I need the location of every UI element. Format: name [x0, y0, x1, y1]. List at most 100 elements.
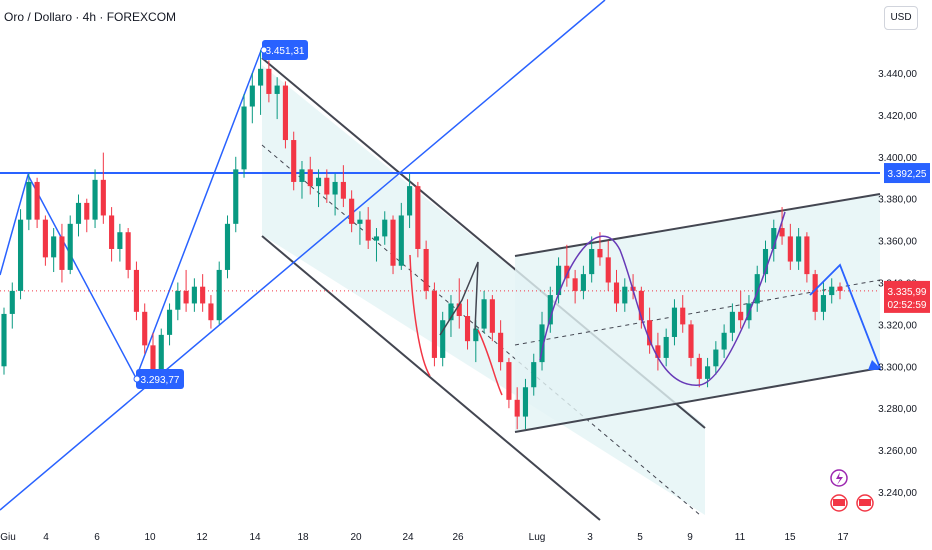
zigzag-line — [0, 47, 263, 380]
candle-body — [266, 68, 272, 94]
candle-body — [133, 269, 140, 312]
candle-body — [324, 177, 330, 195]
candle-body — [299, 169, 305, 182]
candle-body — [489, 299, 495, 333]
candle-body — [117, 232, 123, 249]
candle-body — [398, 215, 404, 266]
candle-body — [812, 274, 818, 312]
us-flag-stripes — [859, 499, 871, 506]
candle-body — [605, 257, 611, 283]
candle-body — [704, 366, 711, 379]
candle-body — [125, 232, 131, 270]
candle-body — [655, 345, 661, 358]
candle-body — [67, 223, 73, 270]
candle-body — [1, 313, 7, 367]
candle-body — [216, 269, 222, 321]
ascending-lower-line — [514, 367, 881, 433]
trendline-rising — [0, 0, 606, 511]
candle-body — [307, 169, 313, 187]
candle-body — [464, 316, 471, 342]
currency-button[interactable]: USD — [884, 6, 918, 30]
candle-body — [506, 362, 512, 400]
candle-body — [142, 311, 148, 346]
low-price-tag-text: 3.293,77 — [141, 375, 180, 386]
candle-body — [771, 228, 777, 249]
price-tick-label: 3.300,00 — [878, 362, 917, 373]
candle-body — [440, 320, 446, 358]
candle-body — [390, 219, 396, 266]
candle-body — [26, 181, 32, 220]
candle-body — [779, 228, 785, 237]
candle-body — [787, 236, 793, 262]
time-tick-label: 4 — [43, 532, 49, 543]
candle-body — [158, 334, 164, 371]
drop-arc-2 — [477, 329, 503, 396]
symbol-title[interactable]: Oro / Dollaro · 4h · FOREXCOM — [4, 10, 177, 24]
candle-body — [522, 387, 529, 417]
time-tick-label: 18 — [297, 532, 309, 543]
time-axis[interactable]: Giu 4 6 10 12 14 18 20 24 26 Lug 3 5 9 11 15 17 — [0, 532, 849, 543]
lightning-glyph — [836, 472, 843, 485]
candle-body — [17, 219, 24, 291]
time-tick-label: 5 — [637, 532, 643, 543]
candles — [1, 49, 843, 430]
candle-body — [150, 345, 156, 371]
candle-body — [415, 186, 421, 249]
price-tick-label: 3.360,00 — [878, 237, 917, 248]
candle-body — [349, 198, 355, 224]
time-tick-label: 3 — [587, 532, 593, 543]
ascending-mid-line — [514, 279, 881, 346]
candle-body — [357, 219, 363, 224]
candle-body — [241, 106, 247, 170]
candle-body — [754, 274, 760, 304]
candle-body — [423, 248, 429, 291]
annotations: 3.451,31 3.293,77 — [133, 40, 882, 396]
candle-body — [721, 332, 727, 350]
time-tick-label: 24 — [402, 532, 414, 543]
time-tick-label: Lug — [529, 532, 546, 543]
resistance-axis-tag — [884, 163, 930, 184]
time-tick-label: 20 — [350, 532, 362, 543]
time-tick-label: 9 — [687, 532, 693, 543]
candle-body — [647, 320, 653, 346]
price-tick-label: 3.240,00 — [878, 488, 917, 499]
high-price-tag-bg — [262, 40, 308, 60]
candle-body — [556, 265, 562, 296]
event-icons[interactable] — [830, 469, 874, 512]
low-price-tag-bg — [136, 369, 184, 389]
time-tick-label: 26 — [452, 532, 464, 543]
candle-body — [200, 286, 206, 304]
time-tick-label: 17 — [837, 532, 849, 543]
candle-body — [837, 286, 843, 291]
candle-body — [456, 303, 462, 317]
candle-body — [688, 324, 694, 358]
price-axis[interactable]: 3.440,00 3.420,00 3.400,00 3.380,00 3.360,00… — [878, 69, 930, 499]
resistance-axis-label: 3.392,25 — [888, 169, 927, 180]
candle-body — [407, 186, 413, 216]
high-price-tag-text: 3.451,31 — [266, 46, 305, 57]
candle-body — [166, 309, 173, 335]
candle-body — [282, 85, 288, 141]
candle-body — [564, 265, 570, 279]
low-marker — [133, 375, 141, 383]
candle-body — [183, 290, 189, 304]
candle-body — [796, 236, 802, 262]
wave-arc-left — [539, 235, 701, 386]
price-tick-label: 3.380,00 — [878, 195, 917, 206]
time-tick-label: 15 — [784, 532, 796, 543]
high-price-tag: 3.451,31 — [262, 40, 308, 60]
price-tick-label: 3.260,00 — [878, 446, 917, 457]
candle-body — [84, 202, 90, 220]
candle-body — [233, 169, 239, 224]
candle-body — [34, 181, 40, 220]
price-tick-label: 3.280,00 — [878, 404, 917, 415]
candle-body — [713, 349, 719, 367]
projection-path — [809, 263, 881, 369]
candle-body — [680, 307, 686, 325]
candle-body — [589, 248, 595, 275]
candle-body — [9, 290, 15, 314]
candle-body — [539, 324, 545, 363]
zigzag-small — [439, 261, 479, 336]
drop-arc — [409, 254, 431, 377]
